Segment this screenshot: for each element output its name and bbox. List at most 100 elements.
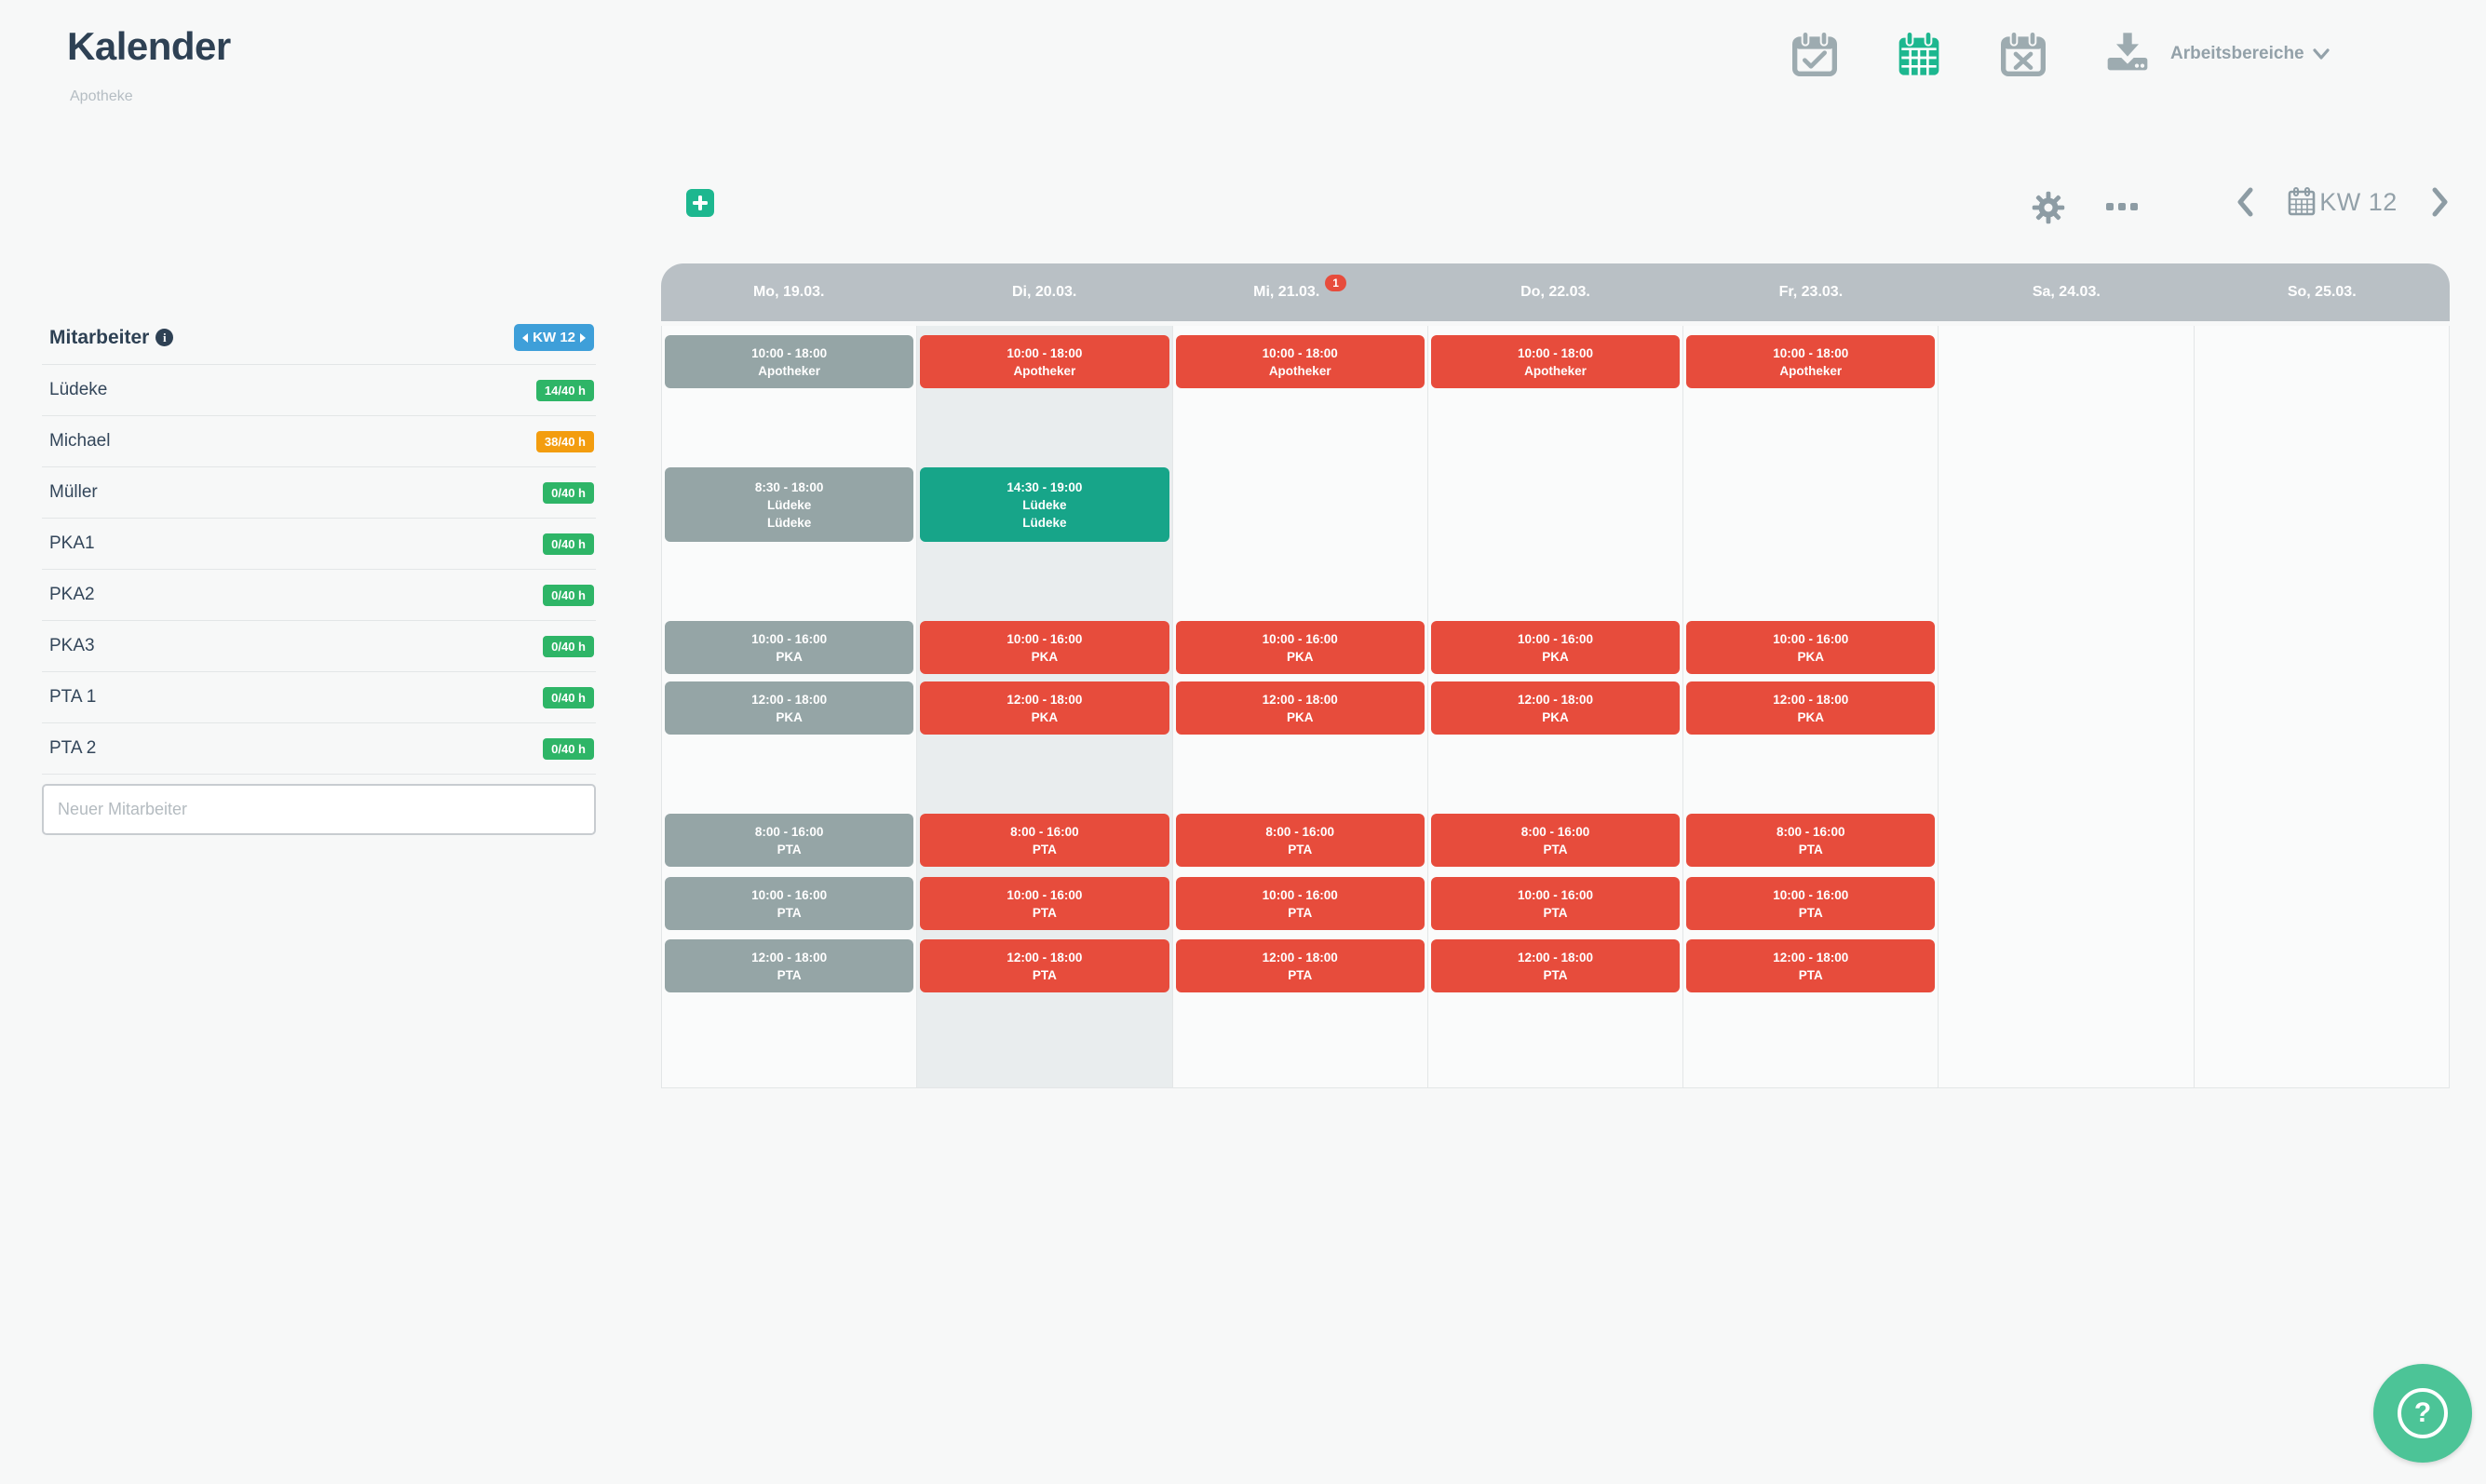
employee-row[interactable]: Michael 38/40 h (42, 416, 596, 467)
new-employee-input[interactable] (42, 784, 596, 835)
sidebar-week-badge[interactable]: KW 12 (514, 324, 594, 351)
shift-block[interactable]: 8:00 - 16:00 PTA (1430, 814, 1681, 867)
day-header: So, 25.03. (2195, 263, 2450, 321)
help-button[interactable]: ? (2373, 1364, 2472, 1463)
shift-block[interactable]: 10:00 - 18:00 Apotheker (1430, 335, 1681, 388)
shift-slot (2195, 621, 2449, 674)
info-icon[interactable]: i (155, 329, 174, 346)
shift-block[interactable]: 10:00 - 16:00 PTA (1686, 877, 1936, 930)
shift-block[interactable]: 12:00 - 18:00 PTA (1430, 939, 1681, 992)
employee-row[interactable]: PTA 1 0/40 h (42, 672, 596, 723)
shift-slot: 12:00 - 18:00 PTA (662, 939, 916, 992)
day-column: 10:00 - 18:00 Apotheker 10:00 - 16:00 PKA 12… (1683, 326, 1939, 1087)
hours-badge: 0/40 h (543, 533, 594, 555)
settings-button[interactable] (2032, 191, 2065, 229)
shift-block[interactable]: 10:00 - 16:00 PTA (1175, 877, 1425, 930)
shift-time: 12:00 - 18:00 (1262, 950, 1338, 965)
shift-label: PTA (1543, 842, 1568, 857)
shift-block[interactable]: 8:00 - 16:00 PTA (920, 814, 1169, 867)
shift-slot (1428, 467, 1682, 542)
shift-block[interactable]: 12:00 - 18:00 PTA (665, 939, 914, 992)
shift-block[interactable]: 10:00 - 18:00 Apotheker (920, 335, 1169, 388)
shift-label: PKA (1542, 649, 1569, 664)
shift-block[interactable]: 12:00 - 18:00 PKA (1175, 681, 1425, 735)
hours-badge: 14/40 h (535, 379, 594, 401)
shift-slot: 12:00 - 18:00 PTA (1683, 939, 1938, 992)
employee-row[interactable]: PKA2 0/40 h (42, 570, 596, 621)
day-column: 10:00 - 18:00 Apotheker 10:00 - 16:00 PKA 12… (1427, 326, 1684, 1087)
shift-block[interactable]: 8:00 - 16:00 PTA (665, 814, 914, 867)
calendar-check-icon[interactable] (1792, 30, 1837, 78)
hours-badge: 0/40 h (543, 584, 594, 606)
employee-name: PKA1 (49, 533, 95, 553)
workspaces-dropdown[interactable]: Arbeitsbereiche (2170, 44, 2331, 64)
employee-name: PKA3 (49, 636, 95, 655)
previous-week-button[interactable] (2235, 186, 2255, 218)
shift-block[interactable]: 10:00 - 18:00 Apotheker (1686, 335, 1936, 388)
shift-block[interactable]: 8:00 - 16:00 PTA (1686, 814, 1936, 867)
shift-block[interactable]: 10:00 - 18:00 Apotheker (665, 335, 914, 388)
day-label: Di, 20.03. (1011, 284, 1077, 300)
shift-label: PTA (777, 905, 802, 920)
shift-label: PTA (1032, 967, 1057, 982)
shift-block[interactable]: 10:00 - 18:00 Apotheker (1175, 335, 1425, 388)
shift-slot (2195, 814, 2449, 867)
shift-block[interactable]: 10:00 - 16:00 PKA (1175, 621, 1425, 674)
shift-block[interactable]: 10:00 - 16:00 PKA (665, 621, 914, 674)
employee-row[interactable]: PTA 2 0/40 h (42, 723, 596, 775)
shift-block[interactable]: 8:30 - 18:00 Lüdeke Lüdeke (665, 467, 914, 542)
shift-label: PKA (1542, 709, 1569, 724)
shift-slot: 12:00 - 18:00 PKA (662, 681, 916, 735)
shift-block[interactable]: 10:00 - 16:00 PTA (1430, 877, 1681, 930)
shift-block[interactable]: 12:00 - 18:00 PTA (920, 939, 1169, 992)
top-navigation: Arbeitsbereiche (1792, 30, 2331, 78)
shift-slot: 10:00 - 16:00 PKA (1428, 621, 1682, 674)
shift-slot: 8:00 - 16:00 PTA (1683, 814, 1938, 867)
shift-block[interactable]: 12:00 - 18:00 PTA (1686, 939, 1936, 992)
week-picker[interactable]: KW 12 (2288, 187, 2398, 217)
download-icon[interactable] (2105, 30, 2150, 78)
calendar-x-icon[interactable] (2001, 30, 2046, 78)
employee-row[interactable]: PKA1 0/40 h (42, 519, 596, 570)
employee-row[interactable]: Lüdeke 14/40 h (42, 365, 596, 416)
shift-label: PTA (1032, 905, 1057, 920)
employee-row[interactable]: PKA3 0/40 h (42, 621, 596, 672)
shift-time: 10:00 - 16:00 (1517, 887, 1594, 902)
shift-slot (2195, 335, 2449, 388)
shift-block[interactable]: 14:30 - 19:00 Lüdeke Lüdeke (920, 467, 1169, 542)
shift-block[interactable]: 12:00 - 18:00 PKA (920, 681, 1169, 735)
day-column: 10:00 - 18:00 Apotheker 10:00 - 16:00 PKA 12… (1172, 326, 1428, 1087)
question-mark-icon: ? (2398, 1388, 2448, 1438)
shift-block[interactable]: 10:00 - 16:00 PTA (920, 877, 1169, 930)
shift-block[interactable]: 10:00 - 16:00 PKA (1430, 621, 1681, 674)
shift-block[interactable]: 8:00 - 16:00 PTA (1175, 814, 1425, 867)
shift-time: 12:00 - 18:00 (1773, 950, 1849, 965)
calendar-grid-icon[interactable] (1897, 30, 1941, 78)
next-week-button[interactable] (2430, 186, 2451, 218)
employee-sidebar: Mitarbeiter i KW 12 Lüdeke 14/40 h Michael… (42, 318, 596, 835)
shift-label: PKA (1797, 709, 1825, 724)
shift-block[interactable]: 12:00 - 18:00 PTA (1175, 939, 1425, 992)
shift-label: Lüdeke (767, 515, 812, 530)
shift-block[interactable]: 10:00 - 16:00 PKA (920, 621, 1169, 674)
shift-time: 14:30 - 19:00 (1007, 479, 1083, 494)
more-options-button[interactable] (2106, 203, 2138, 210)
shift-label: Lüdeke (767, 497, 812, 512)
shift-label: Apotheker (1268, 363, 1331, 378)
add-shift-button[interactable] (686, 189, 714, 217)
shift-time: 12:00 - 18:00 (1007, 950, 1083, 965)
shift-block[interactable]: 10:00 - 16:00 PTA (665, 877, 914, 930)
shift-slot (2195, 939, 2449, 992)
shift-slot: 8:30 - 18:00 Lüdeke Lüdeke (662, 467, 916, 542)
shift-label: Lüdeke (1022, 497, 1067, 512)
shift-slot: 8:00 - 16:00 PTA (917, 814, 1171, 867)
shift-slot: 12:00 - 18:00 PKA (1683, 681, 1938, 735)
shift-label: Apotheker (1779, 363, 1843, 378)
day-header: Sa, 24.03. (1939, 263, 2194, 321)
shift-time: 10:00 - 18:00 (1007, 345, 1083, 360)
shift-block[interactable]: 12:00 - 18:00 PKA (1686, 681, 1936, 735)
shift-block[interactable]: 12:00 - 18:00 PKA (1430, 681, 1681, 735)
shift-block[interactable]: 10:00 - 16:00 PKA (1686, 621, 1936, 674)
shift-block[interactable]: 12:00 - 18:00 PKA (665, 681, 914, 735)
employee-row[interactable]: Müller 0/40 h (42, 467, 596, 519)
